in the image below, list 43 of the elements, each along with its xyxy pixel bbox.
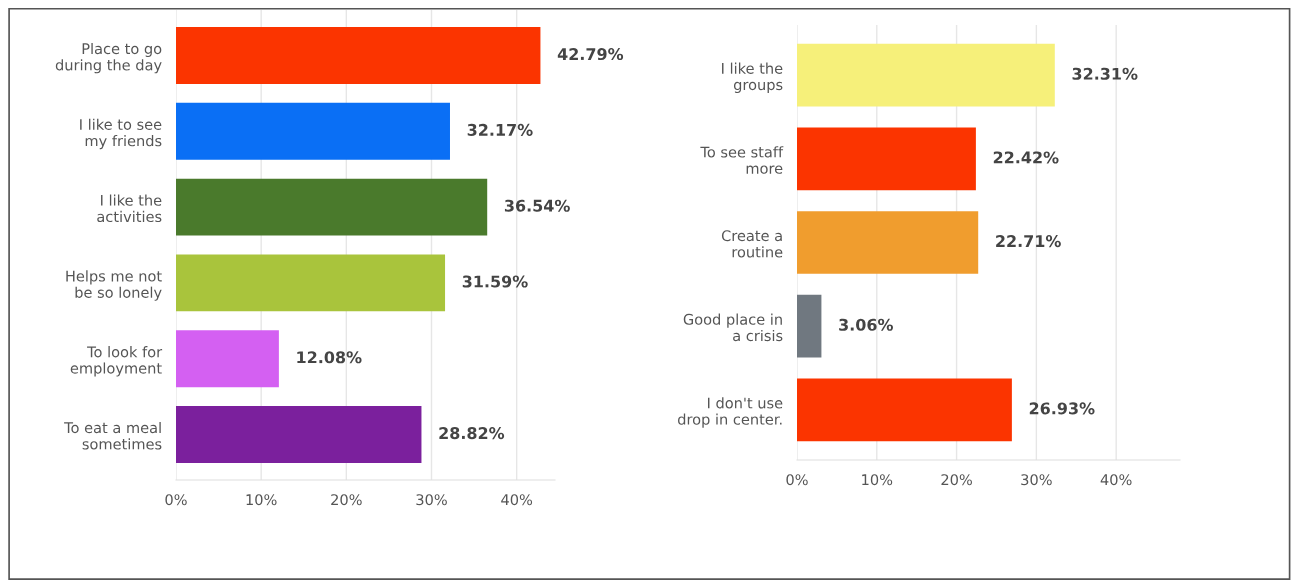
bar [176, 102, 450, 160]
data-label: 42.79% [557, 48, 624, 61]
y-tick-label: Create a routine [721, 230, 783, 258]
x-tick-label: 10% [246, 494, 277, 506]
y-tick-label: To look for employment [70, 346, 163, 377]
y-tick-label: I like the activities [97, 194, 162, 223]
data-label: 32.17% [467, 123, 533, 136]
y-tick-label: Place to go during the day [55, 42, 162, 74]
data-label: 12.08% [297, 351, 362, 364]
data-label: 26.93% [1029, 402, 1095, 415]
data-label: 28.82% [439, 427, 505, 440]
y-tick-label: I don't use drop in center. [678, 397, 783, 428]
data-label: 36.54% [504, 199, 570, 212]
y-tick-label: To eat a meal sometimes [64, 421, 162, 450]
data-label: 3.06% [839, 318, 893, 331]
y-tick-label: To see staff more [700, 146, 784, 174]
bar [797, 211, 979, 274]
x-tick-label: 30% [1021, 474, 1052, 486]
data-label: 22.42% [993, 151, 1059, 164]
data-label: 32.31% [1072, 67, 1138, 80]
x-tick-label: 20% [941, 474, 972, 486]
bar [797, 294, 822, 358]
y-tick-label: Helps me not be so lonely [66, 270, 162, 301]
bar [176, 254, 446, 312]
data-label: 22.71% [996, 235, 1061, 248]
y-tick-label: I like to see my friends [80, 118, 162, 150]
bar [797, 378, 1012, 442]
y-tick-label: I like the groups [722, 62, 783, 94]
x-tick-label: 0% [165, 494, 187, 506]
x-tick-label: 30% [416, 494, 447, 506]
x-tick-label: 40% [501, 494, 533, 506]
y-tick-label: Good place in a crisis [683, 313, 783, 342]
x-tick-label: 0% [786, 474, 808, 486]
bar [797, 127, 976, 191]
bar [797, 43, 1055, 107]
x-tick-label: 10% [862, 474, 893, 486]
data-label: 31.59% [462, 275, 528, 288]
x-tick-label: 20% [331, 494, 362, 506]
bar [176, 27, 541, 84]
bar [176, 178, 488, 236]
bar [176, 406, 422, 463]
x-tick-label: 40% [1100, 474, 1132, 486]
bar [176, 330, 279, 388]
